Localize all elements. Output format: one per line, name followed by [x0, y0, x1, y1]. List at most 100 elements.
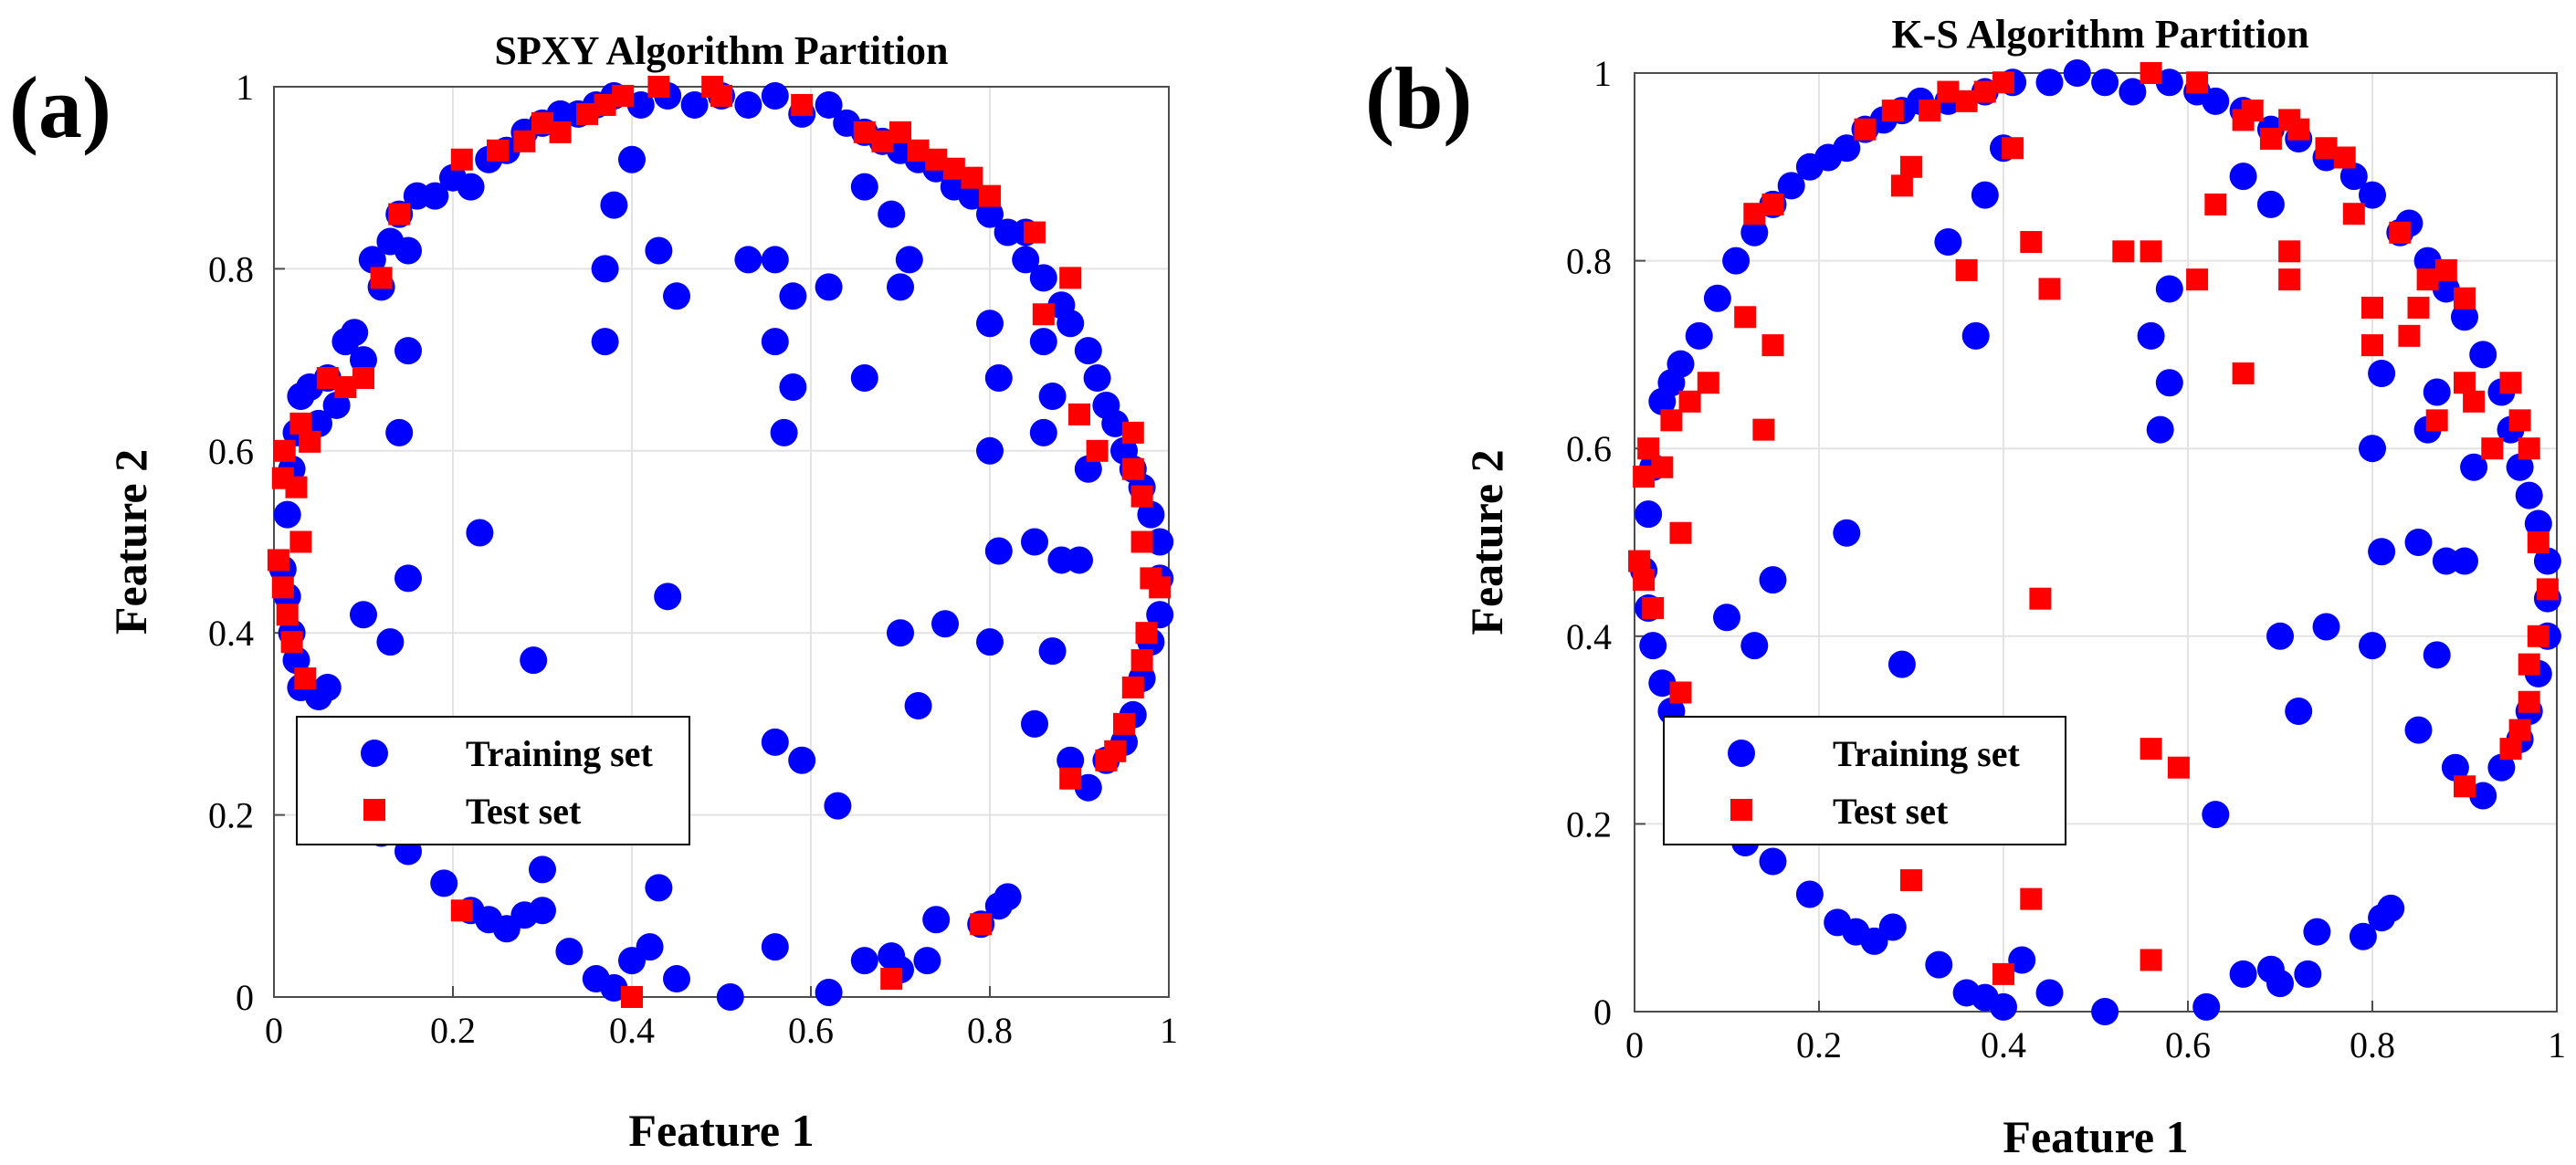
test-point-0	[267, 549, 289, 572]
training-point-107	[385, 418, 414, 446]
legend: Training set Test set	[1663, 716, 2066, 845]
training-point-75	[2294, 960, 2322, 988]
training-point-82	[1759, 566, 1787, 594]
training-point-120	[779, 282, 807, 310]
x-tick-label-3: 0.6	[2165, 1024, 2211, 1065]
training-point-83	[1713, 603, 1740, 632]
test-point-23	[612, 84, 635, 107]
x-tick-label-1: 0.2	[430, 1010, 476, 1051]
y-tick-label-2: 0.4	[208, 613, 254, 654]
test-point-71	[2020, 887, 2043, 910]
training-point-9	[1740, 218, 1769, 247]
test-point-75	[2167, 756, 2190, 779]
training-point-45	[2533, 547, 2561, 575]
training-point-101	[2368, 538, 2396, 566]
test-point-20	[549, 121, 572, 143]
training-point-145	[1038, 382, 1067, 410]
test-point-52	[1095, 749, 1118, 771]
training-point-25	[2119, 78, 2147, 106]
training-point-24	[2091, 68, 2119, 97]
training-point-63	[1878, 913, 1907, 941]
training-point-42	[2506, 453, 2534, 481]
training-point-96	[2285, 698, 2313, 726]
training-point-14	[1833, 134, 1861, 163]
training-point-79	[2377, 894, 2405, 922]
test-point-72	[1992, 962, 2014, 985]
test-point-35	[2232, 362, 2255, 384]
x-axis-label: Feature 1	[2003, 1111, 2188, 1162]
x-tick-label-1: 0.2	[1796, 1024, 1842, 1065]
training-point-131	[788, 746, 816, 774]
test-point-57	[2481, 437, 2504, 460]
training-point-114	[663, 282, 690, 310]
training-point-94	[913, 947, 941, 975]
x-tick-label-5: 1	[2548, 1024, 2566, 1065]
training-point-8	[1722, 247, 1751, 275]
training-point-115	[734, 246, 762, 274]
legend-training-marker	[1728, 740, 1755, 767]
x-tick-label-2: 0.4	[1981, 1024, 2026, 1065]
legend-training-label: Training set	[466, 733, 654, 774]
test-point-73	[2140, 949, 2162, 971]
training-point-85	[1961, 321, 1990, 350]
training-point-11	[350, 346, 377, 374]
test-point-11	[1734, 306, 1757, 329]
training-point-133	[976, 628, 1004, 656]
training-point-98	[994, 883, 1022, 911]
training-point-29	[626, 90, 655, 119]
training-point-91	[2155, 369, 2183, 397]
test-point-32	[2186, 71, 2209, 94]
test-point-44	[1130, 530, 1153, 553]
training-point-52	[2469, 782, 2497, 810]
test-point-37	[1032, 303, 1055, 326]
training-point-68	[2008, 946, 2036, 974]
training-point-70	[282, 646, 310, 675]
training-point-1	[1635, 500, 1663, 529]
test-point-56	[2463, 390, 2486, 413]
training-point-92	[2155, 275, 2183, 303]
training-point-95	[922, 906, 951, 934]
training-point-43	[2515, 481, 2543, 509]
legend-box	[1663, 716, 2066, 845]
training-point-67	[1990, 992, 2017, 1021]
test-point-10	[299, 430, 321, 453]
x-tick-label-5: 1	[1160, 1010, 1178, 1051]
training-point-102	[2404, 529, 2433, 556]
test-point-46	[2361, 297, 2383, 319]
test-point-16	[1854, 118, 1877, 141]
training-point-82	[555, 938, 584, 966]
test-point-3	[1637, 437, 1660, 460]
training-point-113	[645, 236, 673, 265]
y-tick-label-4: 0.8	[1566, 241, 1612, 282]
test-point-32	[925, 148, 948, 171]
training-point-77	[2349, 922, 2377, 950]
test-point-14	[370, 267, 393, 289]
training-point-55	[1648, 669, 1677, 698]
training-point-103	[2404, 716, 2433, 744]
training-point-97	[2312, 613, 2340, 641]
test-point-61	[2527, 531, 2550, 553]
training-point-23	[2063, 59, 2091, 87]
y-axis-label: Feature 2	[1461, 449, 1512, 635]
test-point-31	[2140, 62, 2162, 84]
y-tick-label-0: 0	[1593, 992, 1612, 1033]
legend-test-marker	[1730, 799, 1752, 821]
test-point-23	[1973, 80, 1996, 103]
test-point-6	[1660, 409, 1683, 432]
training-point-108	[394, 337, 422, 365]
training-point-104	[394, 564, 422, 593]
test-point-28	[1955, 258, 1978, 281]
test-point-37	[2241, 100, 2264, 122]
training-point-70	[2091, 998, 2119, 1025]
training-point-125	[887, 273, 914, 301]
training-point-117	[761, 328, 789, 356]
training-point-36	[815, 90, 843, 119]
training-point-11	[1777, 172, 1805, 200]
training-point-134	[976, 436, 1004, 465]
test-point-39	[1068, 403, 1090, 425]
y-axis-label: Feature 2	[105, 449, 156, 635]
test-point-52	[2434, 258, 2457, 281]
training-point-121	[815, 273, 843, 301]
legend-training-label: Training set	[1833, 733, 2021, 774]
test-point-69	[2029, 587, 2052, 610]
